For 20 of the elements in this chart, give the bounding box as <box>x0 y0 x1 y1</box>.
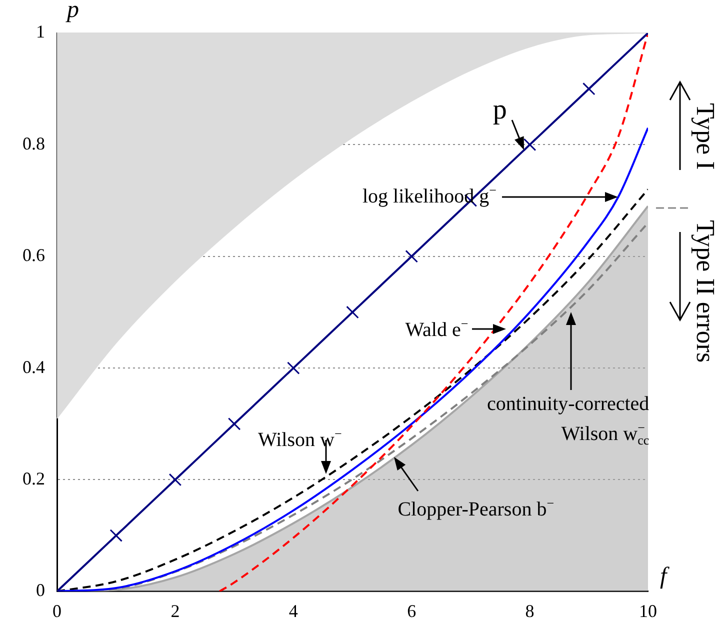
y-tick-label: 0.2 <box>22 468 45 488</box>
text: Type II errors <box>690 220 720 363</box>
y-tick-label: 1 <box>36 22 45 42</box>
x-tick-label: 10 <box>639 600 657 621</box>
y-tick-label: 0.4 <box>22 356 45 377</box>
annotation: Wald e− <box>405 316 468 341</box>
annotation: log likelihood g− <box>362 182 496 208</box>
x-tick-label: 0 <box>52 600 62 621</box>
annotation: p <box>492 94 507 126</box>
x-axis-title: f <box>660 563 670 590</box>
x-tick-label: 6 <box>407 600 416 621</box>
y-axis-title: p <box>65 0 79 23</box>
y-tick-label: 0 <box>36 580 45 600</box>
x-tick-label: 2 <box>170 600 180 621</box>
x-tick-label: 4 <box>288 600 298 621</box>
x-tick-label: 8 <box>525 600 534 621</box>
annotation: Clopper-Pearson b− <box>398 495 554 520</box>
y-tick-label: 0.8 <box>22 133 45 154</box>
text: Type I <box>690 103 720 170</box>
y-tick-label: 0.6 <box>22 245 45 266</box>
